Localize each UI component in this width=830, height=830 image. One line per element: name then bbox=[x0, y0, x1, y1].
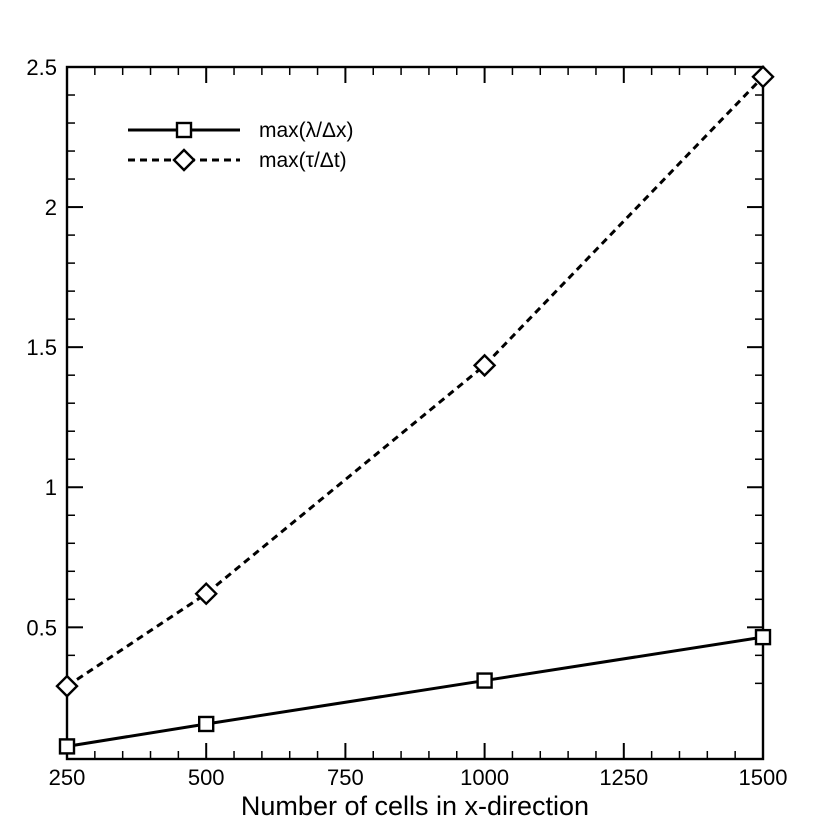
plot-frame bbox=[65, 65, 765, 761]
series-square bbox=[58, 628, 772, 755]
legend: max(λ/Δx) max(τ/Δt) bbox=[128, 119, 354, 172]
data-point-diamond bbox=[194, 582, 218, 606]
x-tick-label: 250 bbox=[49, 765, 86, 790]
series-line-diamond bbox=[66, 75, 765, 688]
axes: 250 500 750 1000 1250 1500 0.5 1 1.5 2 2.5 bbox=[26, 55, 787, 790]
data-point-square bbox=[754, 628, 772, 646]
data-point-square bbox=[58, 738, 76, 755]
y-tick-label: 0.5 bbox=[26, 615, 57, 640]
x-tick-label: 1000 bbox=[460, 765, 509, 790]
legend-label: max(τ/Δt) bbox=[259, 149, 347, 172]
series-line-square bbox=[66, 635, 764, 748]
y-tick-label: 1 bbox=[45, 475, 57, 500]
data-point-diamond bbox=[55, 674, 79, 698]
x-tick-label: 750 bbox=[327, 765, 364, 790]
data-point-diamond bbox=[751, 65, 775, 89]
y-tick-label: 1.5 bbox=[26, 335, 57, 360]
data-point-diamond bbox=[472, 353, 497, 378]
y-tick-label: 2.5 bbox=[26, 55, 57, 80]
series-diamond bbox=[55, 65, 775, 698]
legend-marker-diamond bbox=[172, 148, 196, 172]
x-axis-title: Number of cells in x-direction bbox=[241, 791, 589, 821]
x-tick-label: 1250 bbox=[599, 765, 648, 790]
data-point-square bbox=[476, 672, 493, 689]
legend-marker-square bbox=[175, 121, 193, 139]
data-point-square bbox=[197, 715, 215, 733]
legend-label: max(λ/Δx) bbox=[259, 119, 354, 142]
y-tick-label: 2 bbox=[45, 195, 57, 220]
x-tick-label: 500 bbox=[188, 765, 225, 790]
x-tick-label: 1500 bbox=[739, 765, 788, 790]
series-layer bbox=[55, 65, 775, 755]
